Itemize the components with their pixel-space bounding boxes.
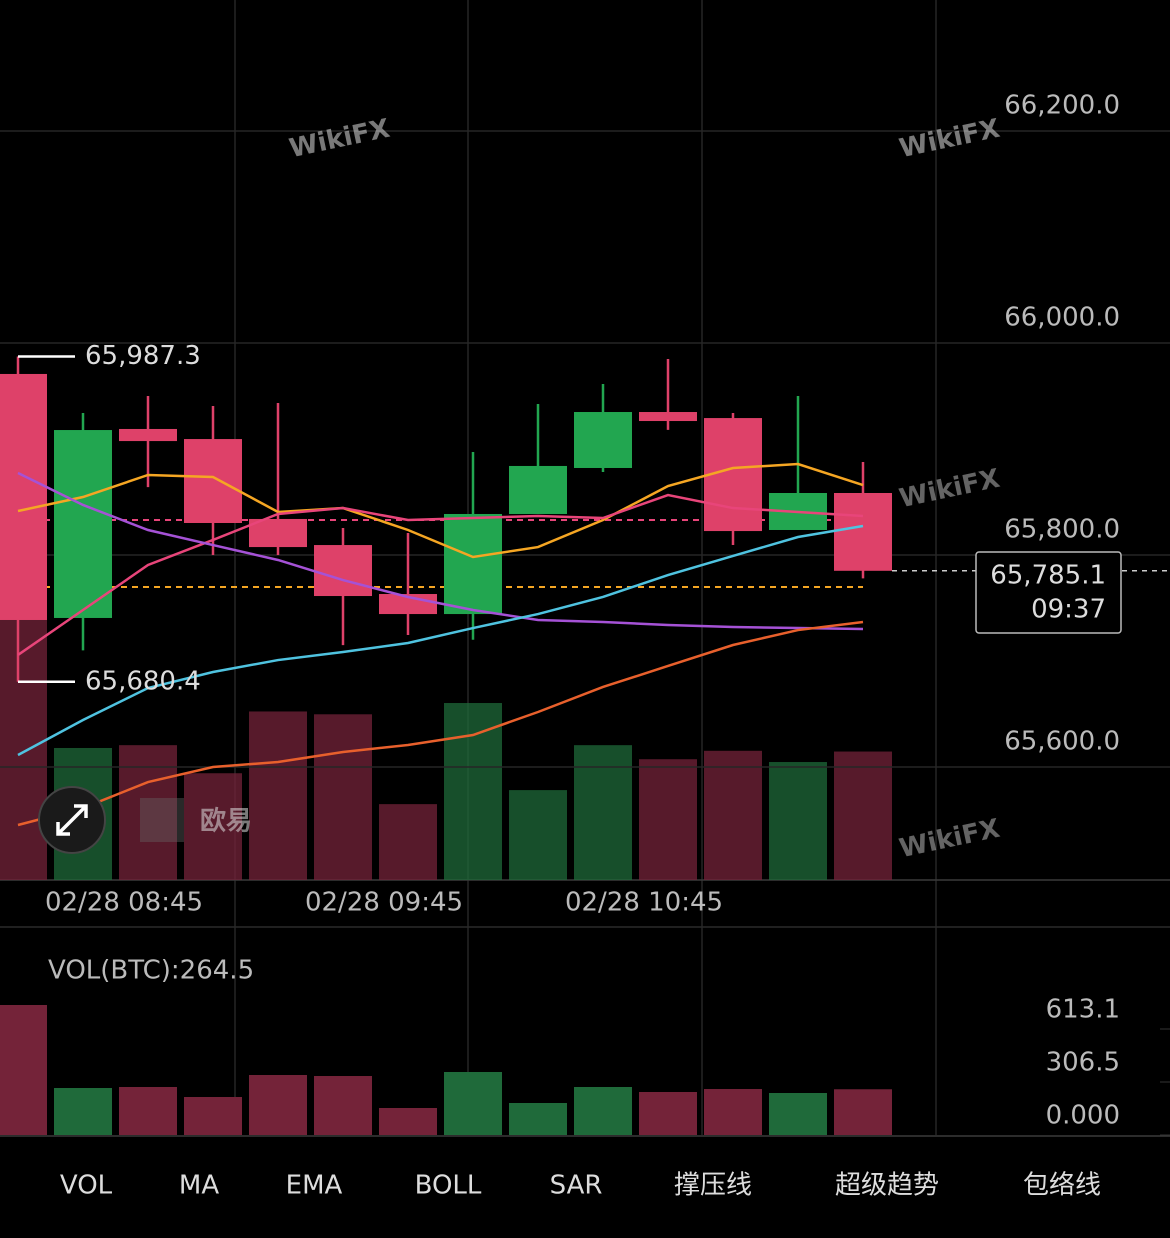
ma-line <box>17 462 864 559</box>
indicator-tab[interactable]: BOLL <box>415 1171 482 1201</box>
y-tick-label: 65,600.0 <box>1004 727 1120 757</box>
volume-bar <box>54 1088 112 1135</box>
volume-bar <box>184 1096 242 1135</box>
marks: 66,200.0 66,000.0 65,800.0 65,600.0 02/28 08… <box>0 91 1170 1136</box>
volume-bar <box>509 1102 567 1135</box>
y-tick-label: 0.000 <box>1046 1101 1120 1131</box>
x-tick-label: 02/28 10:45 <box>565 888 723 918</box>
volume-overlay-bar <box>509 790 567 880</box>
candle-body <box>119 428 177 442</box>
x-tick-label: 02/28 09:45 <box>305 888 463 918</box>
vertical-grid <box>234 0 937 1135</box>
volume-bar <box>769 1093 827 1135</box>
y-tick-label: 65,800.0 <box>1004 515 1120 545</box>
indicator-tab[interactable]: 包络线 <box>1023 1171 1101 1201</box>
watermark: WikiFX <box>897 114 1003 164</box>
logo: 欧易 <box>200 806 252 837</box>
expand-icon[interactable] <box>56 804 88 836</box>
y-tick-label: 66,000.0 <box>1004 303 1120 333</box>
ma-line <box>17 620 864 827</box>
volume-title: VOL(BTC):264.5 <box>48 956 254 986</box>
indicator-tab[interactable]: EMA <box>286 1171 343 1201</box>
indicator-tabs: VOL MA EMA BOLL SAR 撑压线 超级趋势 包络线 <box>60 1171 1101 1201</box>
candle-body <box>184 439 242 523</box>
candle-body <box>444 513 502 615</box>
indicator-tab[interactable]: 撑压线 <box>674 1171 752 1201</box>
ma-line <box>17 524 864 757</box>
candle-body <box>574 412 632 468</box>
volume-bar <box>119 1087 177 1135</box>
price-tag-label: 65,785.1 <box>990 561 1106 591</box>
logo-icon <box>140 798 184 842</box>
expand-button[interactable] <box>38 786 106 854</box>
candle-body <box>54 430 112 618</box>
volume-overlay-bar <box>314 714 372 880</box>
volume-overlay-bar <box>444 703 502 880</box>
candle-body <box>0 373 47 620</box>
watermark: WikiFX <box>897 464 1003 514</box>
candle-body <box>249 518 307 548</box>
volume-bar <box>0 1004 47 1135</box>
volume-bar <box>834 1089 892 1135</box>
candle-body <box>314 545 372 597</box>
volume-bar <box>379 1107 437 1135</box>
candle-body <box>509 465 567 514</box>
volume-bar <box>639 1091 697 1135</box>
indicator-tab[interactable]: SAR <box>550 1171 603 1201</box>
volume-bar <box>704 1089 762 1135</box>
volume-overlay-bar <box>704 750 762 880</box>
volume-bar <box>444 1071 502 1135</box>
extreme-label: 65,987.3 <box>85 341 201 371</box>
volume-bar <box>574 1087 632 1135</box>
volume-overlay-bar <box>769 762 827 880</box>
watermark: WikiFX <box>287 114 393 164</box>
candle-body <box>639 412 697 422</box>
volume-overlay-bar <box>639 759 697 880</box>
volume-overlay-bar <box>379 804 437 880</box>
indicator-tab[interactable]: VOL <box>60 1171 113 1201</box>
y-tick-label: 66,200.0 <box>1004 91 1120 121</box>
price-tag-time: 09:37 <box>1031 595 1106 625</box>
volume-overlay-bar <box>834 751 892 880</box>
x-tick-label: 02/28 08:45 <box>45 888 203 918</box>
volume-overlay-bar <box>249 711 307 880</box>
volume-bar <box>314 1076 372 1135</box>
extreme-label: 65,680.4 <box>85 666 201 696</box>
ma-line <box>17 493 864 656</box>
volume-overlay-bar <box>184 773 242 880</box>
volume-bar <box>249 1075 307 1135</box>
volume-overlay-bar <box>574 745 632 880</box>
y-tick-label: 613.1 <box>1046 994 1120 1024</box>
ma-line <box>17 471 864 631</box>
price-tag-box <box>975 551 1122 634</box>
candle-body <box>834 492 892 571</box>
watermark: WikiFX <box>897 814 1003 864</box>
indicator-tab[interactable]: MA <box>179 1171 219 1201</box>
y-tick-label: 306.5 <box>1046 1048 1120 1078</box>
indicator-tab[interactable]: 超级趋势 <box>835 1171 939 1201</box>
